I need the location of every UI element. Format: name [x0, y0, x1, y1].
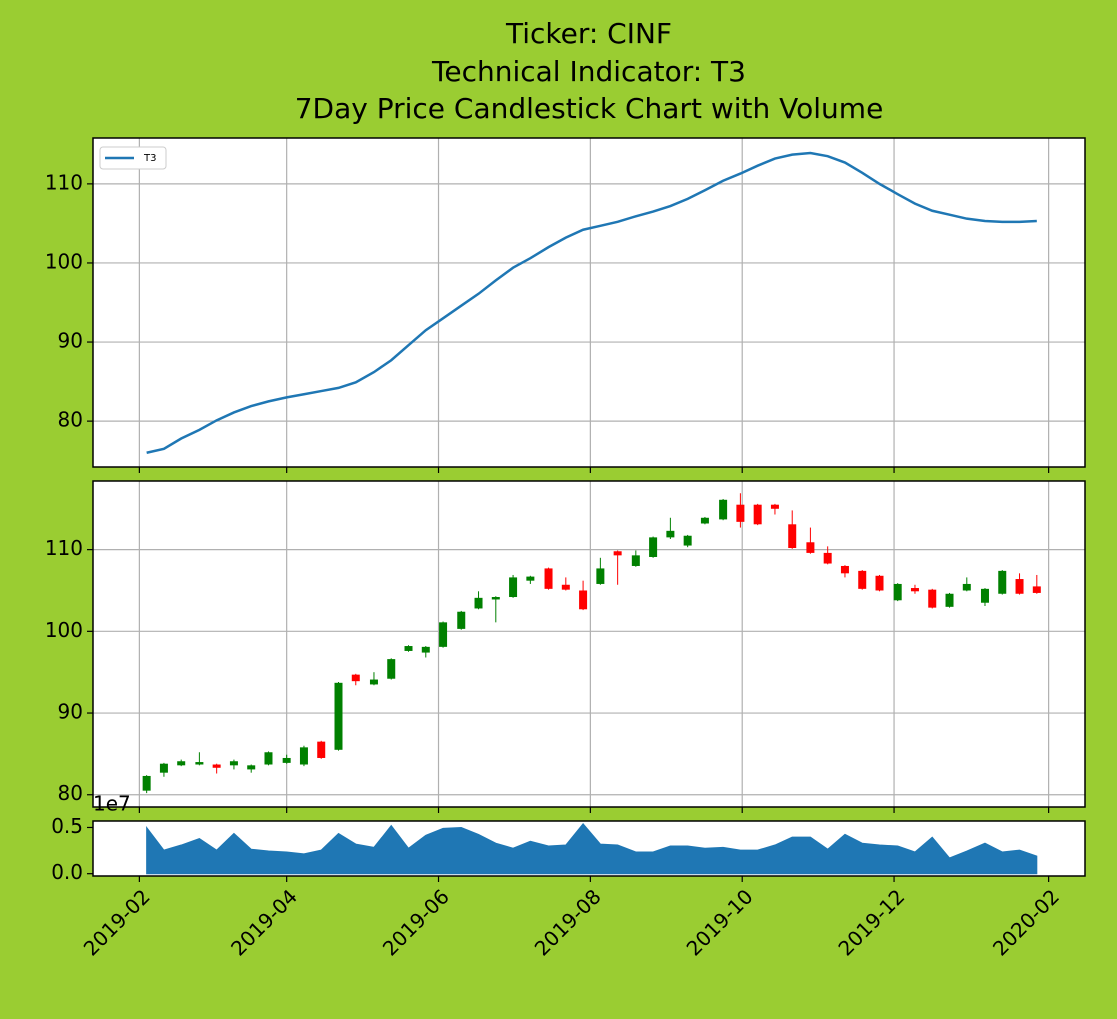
candle-body [544, 568, 553, 589]
x-tick-label: 2020-02 [988, 884, 1064, 960]
y-tick-label: 80 [58, 408, 83, 432]
chart-title: Technical Indicator: T3 [431, 55, 746, 88]
y-tick-label: 90 [58, 700, 83, 724]
candle-body [683, 535, 692, 546]
y-tick-label: 110 [45, 170, 83, 194]
candle-body [806, 542, 815, 553]
candle-body [823, 552, 832, 564]
candle-body [858, 570, 867, 589]
candle-body [195, 762, 204, 765]
candle-body [736, 504, 745, 522]
candle-body [387, 659, 396, 679]
candle-body [788, 524, 797, 548]
legend-label: T3 [143, 153, 156, 164]
candle-body [561, 584, 570, 590]
candle-body [421, 646, 430, 653]
chart-title: 7Day Price Candlestick Chart with Volume [295, 92, 884, 125]
y-tick-label: 100 [45, 618, 83, 642]
candle-body [457, 611, 466, 629]
candle-body [264, 752, 273, 765]
candle-body [1032, 586, 1041, 593]
x-tick-label: 2019-12 [833, 884, 909, 960]
candle-body [509, 577, 518, 598]
candle-body [299, 747, 308, 765]
y-tick-label: 110 [45, 536, 83, 560]
candle-body [404, 646, 413, 651]
candle-body [875, 575, 884, 591]
candle-body [596, 568, 605, 584]
offset-text: 1e7 [93, 792, 131, 816]
candle-body [770, 504, 779, 509]
candle-body [666, 530, 675, 538]
candle-body [247, 765, 256, 770]
line-series [146, 151, 1037, 454]
candle-body [928, 589, 937, 608]
candle-body [439, 622, 448, 647]
axes-frame [92, 480, 1086, 808]
y-tick-label: 0.0 [51, 860, 83, 884]
x-tick-label: 2019-08 [530, 884, 606, 960]
candle-body [334, 682, 343, 750]
x-tick-label: 2019-10 [682, 884, 758, 960]
candle-body [1015, 579, 1024, 594]
candle-body [998, 570, 1007, 594]
candle-body [229, 761, 238, 766]
candle-body [369, 679, 378, 685]
chart-title: Ticker: CINF [505, 17, 672, 50]
candle-body [282, 757, 291, 763]
x-tick-label: 2019-02 [79, 884, 155, 960]
x-tick-label: 2019-04 [226, 884, 302, 960]
candle-body [893, 583, 902, 601]
candle-body [910, 588, 919, 592]
candle-body [317, 741, 326, 758]
y-tick-label: 80 [58, 781, 83, 805]
candle-body [159, 763, 168, 773]
candle-body [753, 504, 762, 525]
axes-frame [92, 820, 1086, 877]
candle-body [980, 588, 989, 603]
candle-body [613, 551, 622, 556]
y-tick-label: 0.5 [51, 814, 83, 838]
axes-frame [92, 137, 1086, 468]
candle-body [351, 674, 360, 682]
candle-body [474, 597, 483, 609]
candle-body [700, 517, 709, 524]
candle-body [212, 764, 221, 768]
candle-body [526, 576, 535, 581]
candle-body [649, 537, 658, 557]
candle-body [719, 499, 728, 520]
plot-area [93, 138, 1085, 467]
candle-body [491, 597, 500, 600]
y-tick-label: 100 [45, 249, 83, 273]
candle-body [945, 593, 954, 607]
candle-body [142, 775, 151, 791]
candle-body [840, 565, 849, 574]
y-tick-label: 90 [58, 329, 83, 353]
volume-area [146, 822, 1038, 875]
candle-body [177, 761, 186, 766]
plot-area [93, 481, 1085, 807]
candle-body [579, 590, 588, 610]
x-tick-label: 2019-06 [378, 884, 454, 960]
candle-body [631, 555, 640, 566]
candle-body [962, 583, 971, 591]
